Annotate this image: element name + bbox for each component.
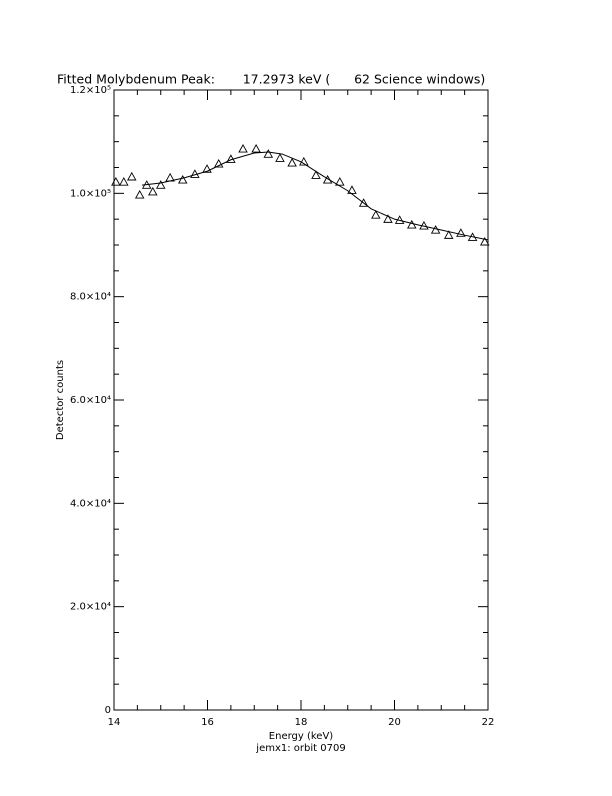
y-tick-label: 4.0×10⁴ [70,498,111,509]
data-point [213,158,224,168]
data-point [443,230,454,239]
x-tick-label: 18 [295,717,308,728]
y-tick-label: 6.0×10⁴ [70,395,111,406]
data-point [479,236,490,246]
data-point [119,177,129,186]
subtitle: jemx1: orbit 0709 [255,743,345,754]
data-point [299,156,309,166]
data-point [263,149,274,158]
y-tick-label: 1.2×10⁵ [70,85,111,96]
x-axis-label: Energy (keV) [269,731,334,742]
y-tick-label: 8.0×10⁴ [70,292,111,303]
data-point [371,210,381,219]
y-tick-label: 1.0×10⁵ [70,188,111,199]
data-point [177,174,188,184]
y-tick-label: 2.0×10⁴ [70,602,111,613]
data-point [251,143,261,153]
data-point [287,157,297,167]
plot-frame [113,89,489,711]
data-point [202,164,212,173]
data-point [148,186,158,196]
data-point [155,180,166,189]
data-point [456,228,466,237]
data-point [111,177,121,186]
data-point [383,214,393,223]
data-point [134,189,145,199]
x-tick-label: 22 [482,717,495,728]
data-point [407,219,417,229]
data-point [127,171,137,181]
data-point [311,170,321,179]
data-point [335,177,345,186]
x-tick-label: 14 [108,717,121,728]
data-point [358,198,369,207]
data-point [238,143,248,153]
x-tick-label: 16 [201,717,214,728]
data-point [275,153,285,162]
chart-title: Fitted Molybdenum Peak: 17.2973 keV ( 62… [57,72,485,87]
y-tick-label: 0 [105,705,111,716]
fit-curve [141,151,489,241]
x-tick-label: 20 [388,717,401,728]
y-axis-label: Detector counts [55,360,66,440]
